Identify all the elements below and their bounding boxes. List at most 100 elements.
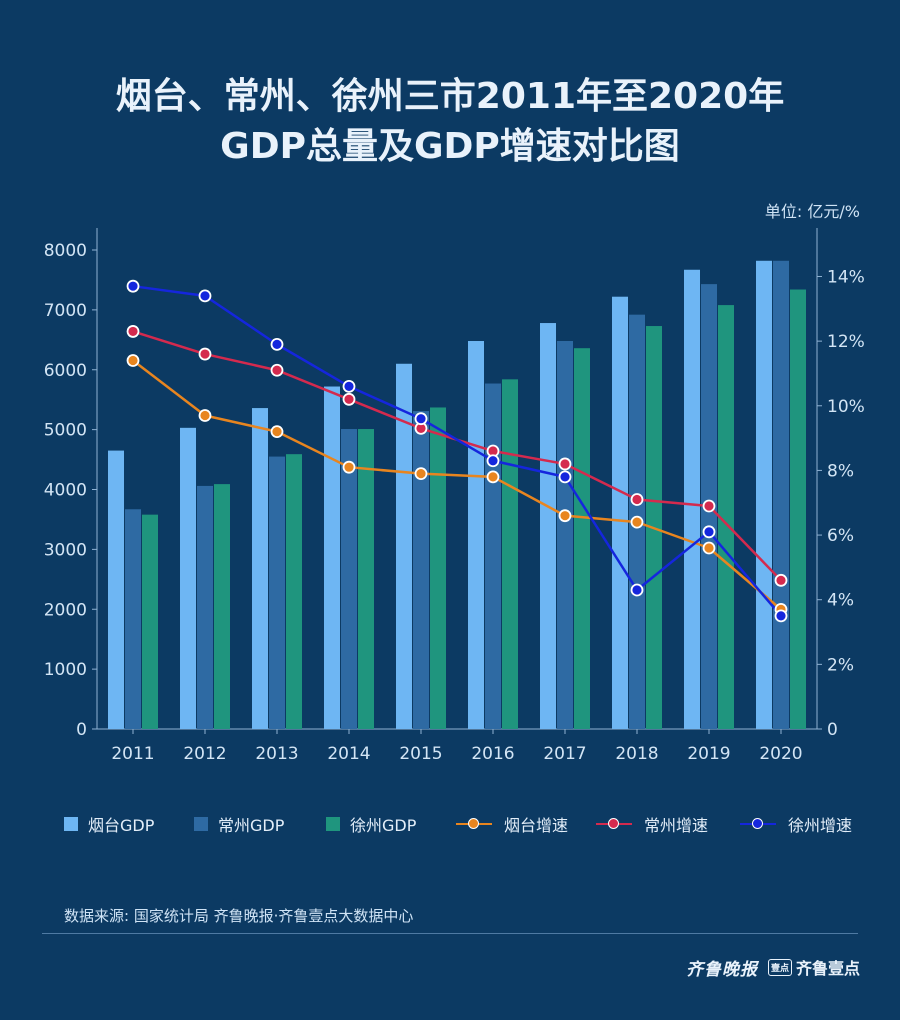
x-tick-label: 2018 <box>615 744 658 764</box>
brand-logo-qilu-evening: 齐鲁晚报 <box>685 959 758 980</box>
gdp-chart: 0 1000 2000 3000 4000 5000 6000 7000 8000 0 2% 4% 6%… <box>44 228 865 764</box>
y-right-tick-label: 6% <box>827 526 854 546</box>
point-徐州增速-2017 <box>558 470 572 484</box>
bar-烟台GDP-2018 <box>612 296 628 729</box>
bar-烟台GDP-2015 <box>396 363 412 729</box>
bar-常州GDP-2015 <box>413 411 429 729</box>
x-tick-label: 2020 <box>759 744 802 764</box>
legend: 烟台GDP 常州GDP 徐州GDP 烟台增速 常州增速 徐州增速 <box>64 812 864 836</box>
legend-item-xuzhou-gdp: 徐州GDP <box>326 812 416 836</box>
point-常州增速-2017 <box>558 457 572 471</box>
point-常州增速-2011 <box>126 325 140 338</box>
y-left-tick-label: 1000 <box>44 660 87 680</box>
line-常州增速 <box>132 330 782 582</box>
y-left-tick-label: 0 <box>76 720 87 740</box>
legend-line-changzhou-rate <box>596 817 632 831</box>
brand-logo-qilu-yidian: 齐鲁壹点 <box>795 959 860 978</box>
legend-line-yantai-rate <box>456 817 492 831</box>
y-right-tick-label: 10% <box>827 397 865 417</box>
bar-常州GDP-2012 <box>197 485 213 729</box>
brand-badge-icon: 壹点 <box>767 958 792 976</box>
legend-item-changzhou-gdp: 常州GDP <box>194 812 284 836</box>
x-tick-label: 2011 <box>111 744 154 764</box>
bar-烟台GDP-2011 <box>108 450 124 729</box>
y-left-tick-label: 7000 <box>44 301 87 321</box>
point-烟台增速-2015 <box>414 467 428 481</box>
point-徐州增速-2013 <box>270 337 284 351</box>
y-left-tick-label: 4000 <box>44 481 87 501</box>
bar-烟台GDP-2012 <box>180 427 196 729</box>
unit-label: 单位: 亿元/% <box>764 202 860 221</box>
bar-徐州GDP-2012 <box>214 484 230 729</box>
x-tick-label: 2013 <box>255 744 298 764</box>
data-source: 数据来源: 国家统计局 齐鲁晚报·齐鲁壹点大数据中心 <box>64 907 414 925</box>
point-徐州增速-2018 <box>630 583 644 597</box>
x-tick-label: 2014 <box>327 744 370 764</box>
bar-常州GDP-2013 <box>269 456 285 729</box>
point-烟台增速-2016 <box>486 470 500 484</box>
bar-徐州GDP-2016 <box>502 379 518 729</box>
bar-常州GDP-2020 <box>773 260 789 729</box>
legend-label-yantai-gdp: 烟台GDP <box>88 816 155 835</box>
point-常州增速-2013 <box>270 363 284 377</box>
bar-烟台GDP-2016 <box>468 341 484 729</box>
legend-label-yantai-rate: 烟台增速 <box>504 816 569 835</box>
x-tick-label: 2019 <box>687 744 730 764</box>
legend-item-changzhou-rate: 常州增速 <box>596 812 708 836</box>
x-tick-label: 2017 <box>543 744 586 764</box>
x-tick-label: 2016 <box>471 744 514 764</box>
point-徐州增速-2019 <box>702 525 716 539</box>
point-烟台增速-2018 <box>630 515 644 529</box>
point-常州增速-2018 <box>630 493 644 506</box>
chart-title-line1: 烟台、常州、徐州三市2011年至2020年 <box>115 76 785 117</box>
brand: 齐鲁晚报 壹点 齐鲁壹点 <box>685 955 860 980</box>
bar-徐州GDP-2011 <box>142 514 158 729</box>
bar-常州GDP-2011 <box>125 509 141 729</box>
y-left-tick-label: 8000 <box>44 241 87 261</box>
line-烟台增速 <box>132 359 782 611</box>
legend-item-yantai-gdp: 烟台GDP <box>64 812 154 836</box>
legend-label-changzhou-rate: 常州增速 <box>644 816 709 835</box>
legend-swatch-yantai-gdp <box>64 817 78 831</box>
point-烟台增速-2014 <box>342 460 356 474</box>
bar-烟台GDP-2014 <box>324 386 340 729</box>
point-徐州增速-2016 <box>486 454 500 468</box>
point-常州增速-2020 <box>774 573 788 587</box>
bar-徐州GDP-2017 <box>574 348 590 729</box>
y-right-tick-label: 8% <box>827 461 854 481</box>
x-tick-label: 2015 <box>399 744 442 764</box>
y-left-tick-label: 3000 <box>44 540 87 560</box>
bar-徐州GDP-2020 <box>790 289 806 729</box>
point-烟台增速-2011 <box>126 354 140 367</box>
y-left-tick-label: 5000 <box>44 421 87 441</box>
bar-徐州GDP-2014 <box>358 429 374 729</box>
y-left-tick-label: 6000 <box>44 361 87 381</box>
bar-常州GDP-2017 <box>557 341 573 729</box>
bar-常州GDP-2014 <box>341 429 357 729</box>
point-烟台增速-2012 <box>198 409 212 422</box>
chart-title-line2: GDP总量及GDP增速对比图 <box>220 126 680 167</box>
bar-徐州GDP-2015 <box>430 407 446 729</box>
point-常州增速-2019 <box>702 499 716 513</box>
legend-label-xuzhou-rate: 徐州增速 <box>788 816 853 835</box>
point-烟台增速-2017 <box>558 509 572 523</box>
point-徐州增速-2012 <box>198 289 212 303</box>
bar-烟台GDP-2013 <box>252 408 268 729</box>
point-徐州增速-2020 <box>774 609 788 623</box>
point-徐州增速-2015 <box>414 412 428 426</box>
point-烟台增速-2013 <box>270 425 284 439</box>
legend-swatch-changzhou-gdp <box>194 817 208 831</box>
y-right-tick-label: 2% <box>827 655 854 675</box>
y-right-tick-label: 0 <box>827 720 838 740</box>
y-left-tick-label: 2000 <box>44 600 87 620</box>
legend-line-xuzhou-rate <box>740 817 776 831</box>
x-tick-label: 2012 <box>183 744 226 764</box>
bar-徐州GDP-2013 <box>286 454 302 729</box>
point-常州增速-2014 <box>342 392 356 406</box>
legend-swatch-xuzhou-gdp <box>326 817 340 831</box>
y-right-tick-label: 4% <box>827 591 854 611</box>
legend-item-yantai-rate: 烟台增速 <box>456 812 568 836</box>
y-right-tick-label: 14% <box>827 267 865 287</box>
chart-title: 烟台、常州、徐州三市2011年至2020年 GDP总量及GDP增速对比图 <box>0 72 900 172</box>
point-徐州增速-2011 <box>126 279 140 293</box>
